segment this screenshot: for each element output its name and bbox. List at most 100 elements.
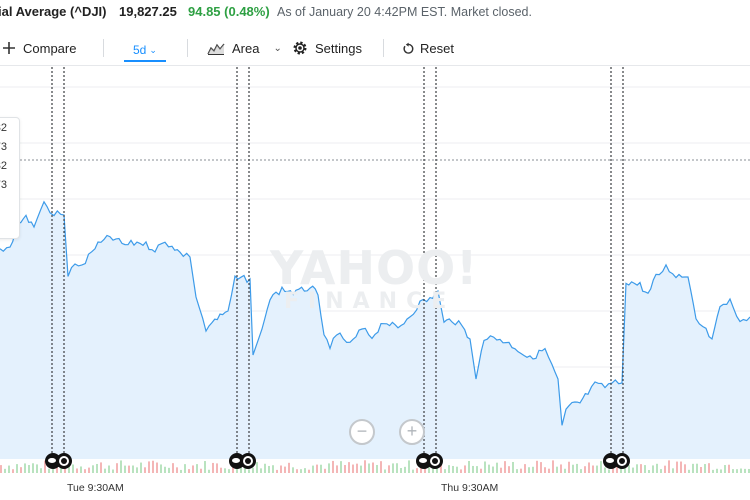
dividend-event-icon[interactable] [240, 453, 256, 469]
volume-bar [352, 464, 354, 473]
volume-bar [156, 462, 158, 473]
volume-bar [468, 460, 470, 473]
yahoo-finance-watermark: YAHOO! FINANCE [270, 245, 478, 313]
volume-bar [584, 466, 586, 473]
volume-bar [124, 465, 126, 473]
volume-bar [284, 466, 286, 473]
volume-bar [184, 464, 186, 473]
volume-bar [276, 469, 278, 473]
volume-bar [692, 463, 694, 473]
price-chart[interactable]: YAHOO! FINANCE 32 73 32 73 − + Tue 9:30A… [0, 67, 750, 500]
volume-bar [264, 463, 266, 473]
volume-bar [292, 467, 294, 473]
volume-bar [748, 468, 750, 473]
range-tab-active[interactable]: 5d ⌄ [124, 40, 166, 62]
volume-bar [424, 466, 426, 473]
volume-bar [444, 469, 446, 473]
compare-button[interactable]: Compare [2, 30, 76, 66]
compare-label: Compare [23, 40, 77, 56]
volume-bar [592, 465, 594, 473]
volume-bar [80, 466, 82, 473]
dividend-event-icon[interactable] [427, 453, 443, 469]
volume-bar [736, 469, 738, 473]
volume-bar [168, 467, 170, 473]
chart-type-button[interactable]: Area ⌄ [207, 30, 282, 66]
volume-bar [452, 465, 454, 473]
volume-bar [488, 464, 490, 473]
range-label: 5d [133, 43, 147, 57]
volume-bar [464, 465, 466, 473]
volume-bar [8, 465, 10, 473]
volume-bar [548, 468, 550, 473]
volume-bar [140, 462, 142, 473]
volume-bar [636, 464, 638, 473]
settings-label: Settings [315, 40, 362, 56]
volume-bar [572, 464, 574, 473]
last-price: 19,827.25 [119, 4, 177, 19]
volume-bar [740, 468, 742, 473]
volume-bar [216, 463, 218, 473]
volume-bar [160, 464, 162, 473]
volume-bar [12, 469, 14, 473]
reset-label: Reset [420, 40, 454, 56]
volume-bar [348, 462, 350, 473]
dividend-event-icon[interactable] [614, 453, 630, 469]
volume-bar [496, 462, 498, 473]
volume-bar [368, 463, 370, 473]
volume-bar [312, 465, 314, 473]
volume-bar [288, 462, 290, 473]
zoom-out-button[interactable]: − [349, 419, 375, 445]
range-selector[interactable]: 5d ⌄ [124, 30, 166, 66]
volume-bar [56, 465, 58, 473]
chart-toolbar: Compare 5d ⌄ Area ⌄ Settings [0, 30, 750, 66]
volume-bar [544, 467, 546, 473]
quote-header: ial Average (^DJI) 19,827.25 94.85 (0.48… [0, 0, 750, 28]
volume-bar [388, 465, 390, 473]
event-marker-group[interactable] [45, 453, 75, 471]
volume-bar [228, 469, 230, 473]
volume-bar [416, 468, 418, 473]
volume-bar [332, 460, 334, 473]
volume-bar [4, 468, 6, 473]
event-marker-group[interactable] [416, 453, 446, 471]
volume-bar [272, 465, 274, 473]
volume-bar [408, 460, 410, 473]
volume-bar [648, 469, 650, 473]
chevron-down-icon[interactable]: ⌄ [273, 42, 282, 54]
volume-bar [268, 465, 270, 473]
event-marker-group[interactable] [603, 453, 633, 471]
volume-bar [560, 464, 562, 473]
volume-bar [96, 463, 98, 473]
volume-bar [112, 469, 114, 473]
volume-bar [328, 463, 330, 473]
area-chart-icon [207, 42, 225, 55]
volume-bar [336, 465, 338, 473]
volume-bar [176, 467, 178, 473]
reset-button[interactable]: Reset [402, 30, 454, 66]
volume-bar [664, 465, 666, 473]
watermark-top: YAHOO! [270, 241, 479, 295]
volume-bar [520, 468, 522, 473]
tooltip-value: 32 [0, 122, 7, 134]
crosshair-tooltip: 32 73 32 73 [0, 117, 20, 239]
event-marker-group[interactable] [229, 453, 259, 471]
volume-bar [528, 467, 530, 473]
chart-type-label: Area [232, 40, 260, 56]
zoom-in-button[interactable]: + [399, 419, 425, 445]
volume-bar [296, 469, 298, 473]
volume-bar [392, 463, 394, 473]
volume-bar [220, 467, 222, 473]
volume-bar [152, 460, 154, 473]
volume-bar [280, 465, 282, 473]
volume-bar [552, 460, 554, 473]
volume-bar [188, 469, 190, 473]
volume-bar [208, 469, 210, 473]
dividend-event-icon[interactable] [56, 453, 72, 469]
settings-button[interactable]: Settings [292, 30, 362, 66]
volume-bar [372, 462, 374, 473]
volume-bar [724, 465, 726, 473]
reset-icon [402, 42, 414, 55]
volume-bar [484, 461, 486, 473]
volume-bar [608, 469, 610, 473]
